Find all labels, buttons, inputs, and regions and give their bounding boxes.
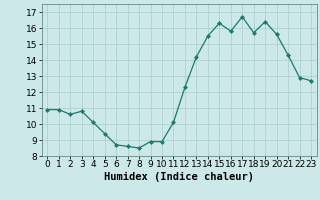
X-axis label: Humidex (Indice chaleur): Humidex (Indice chaleur) [104, 172, 254, 182]
